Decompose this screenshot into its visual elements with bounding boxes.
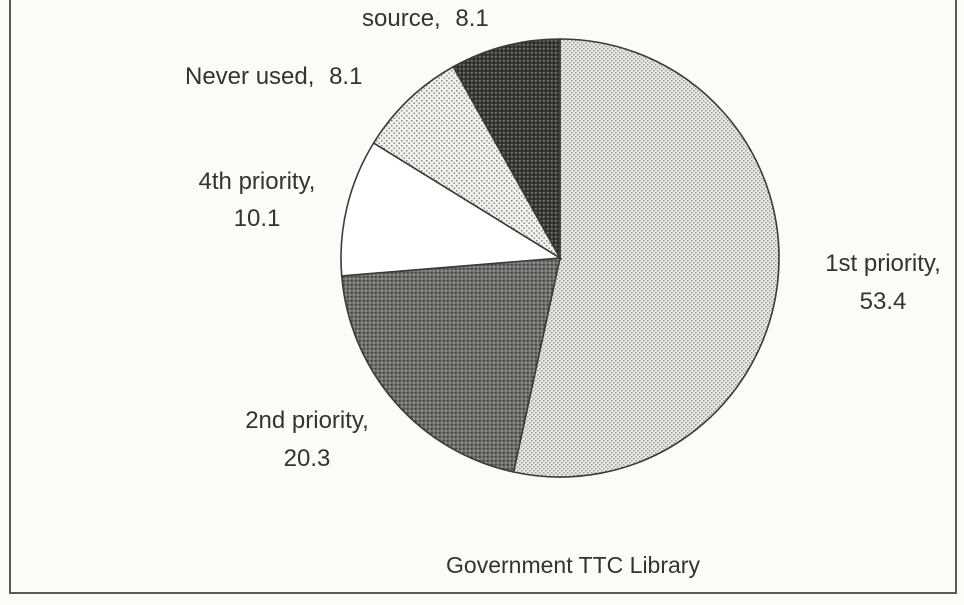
slice-label-never-used: Never used, 8.1 <box>185 63 362 90</box>
pie-slice-0 <box>512 38 780 478</box>
slice-label-value: 53.4 <box>860 288 907 315</box>
slice-label-4th-priority: 4th priority, 10.1 <box>199 168 316 232</box>
pie-slices <box>340 38 780 478</box>
chart-caption: Government TTC Library <box>446 552 700 578</box>
pie-slice-3 <box>372 65 563 261</box>
slice-label-name: 2nd priority, <box>245 407 369 434</box>
slice-label-combined: source, 8.1 <box>362 5 489 32</box>
chart-frame: 1st priority, 53.4 2nd priority, 20.3 4t… <box>9 0 957 594</box>
slice-label-name: 1st priority, <box>825 250 941 277</box>
slice-label-value: 8.1 <box>329 63 362 90</box>
slice-label-1st-priority: 1st priority, 53.4 <box>825 250 941 315</box>
slice-label-name: source, <box>362 5 441 32</box>
slice-label-2nd-priority: 2nd priority, 20.3 <box>245 407 369 472</box>
pie-slice-1 <box>340 257 562 473</box>
slice-label-combined: Never used, 8.1 <box>185 63 362 90</box>
pie-slice-4 <box>452 38 561 262</box>
pie-chart: 1st priority, 53.4 2nd priority, 20.3 4t… <box>185 5 941 578</box>
slice-label-source: source, 8.1 <box>362 5 489 32</box>
slice-label-name: 4th priority, <box>199 168 316 195</box>
slice-label-value: 20.3 <box>284 445 331 472</box>
pie-slice-2 <box>340 141 563 277</box>
slice-label-value: 10.1 <box>234 205 281 232</box>
slice-label-value: 8.1 <box>455 5 488 32</box>
slice-label-name: Never used, <box>185 63 314 90</box>
